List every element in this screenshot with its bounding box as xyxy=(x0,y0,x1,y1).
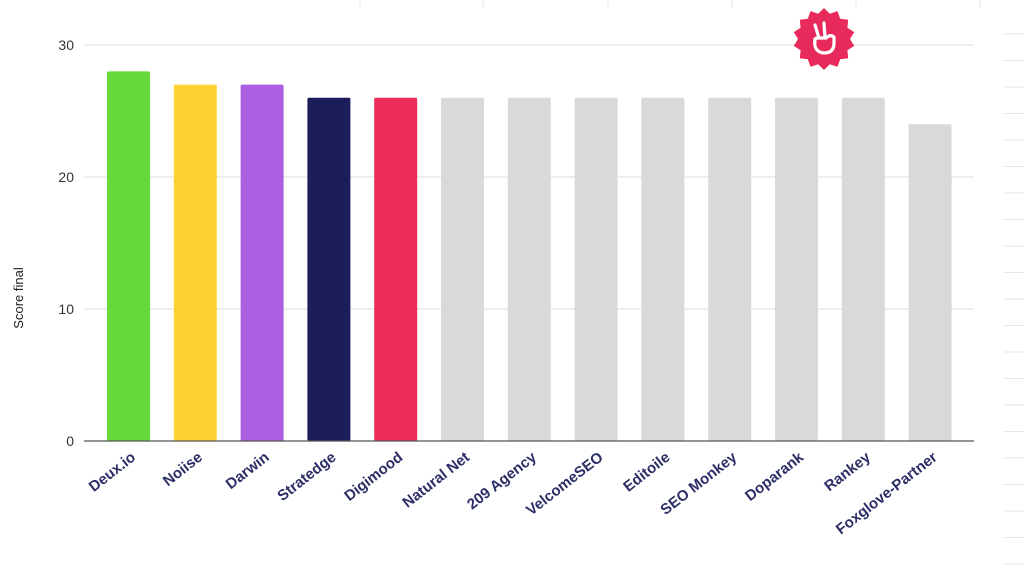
right-edge-decoration xyxy=(359,0,1024,565)
bar xyxy=(507,97,551,442)
y-axis-label: Score final xyxy=(11,267,26,329)
x-tick-label: Deux.io xyxy=(86,449,139,496)
x-tick-label: Rankey xyxy=(821,448,874,495)
bar xyxy=(374,97,418,442)
x-tick-label: Stratedge xyxy=(274,449,339,505)
bar xyxy=(173,84,217,441)
x-tick-label: Editoile xyxy=(620,449,673,496)
y-tick-label: 30 xyxy=(58,37,74,53)
y-tick-label: 0 xyxy=(66,433,74,449)
bar xyxy=(441,97,484,442)
x-tick-label: Digimood xyxy=(341,449,406,505)
bar-series xyxy=(107,71,952,442)
y-axis: 0 10 20 30 xyxy=(58,37,74,449)
bar xyxy=(574,97,618,442)
x-tick-label: Natural Net xyxy=(399,449,473,512)
peace-hand-glyph xyxy=(813,21,836,55)
bar xyxy=(775,97,818,442)
bar xyxy=(641,97,685,442)
x-tick-label: Noiise xyxy=(160,449,206,490)
y-tick-label: 10 xyxy=(58,301,74,317)
bar xyxy=(908,124,952,441)
bar xyxy=(240,84,284,441)
bar xyxy=(841,97,885,442)
y-tick-label: 20 xyxy=(58,169,74,185)
bar xyxy=(107,71,150,442)
bar xyxy=(307,97,351,442)
bar xyxy=(708,97,752,442)
peace-hand-badge-icon xyxy=(793,8,855,70)
x-tick-label: Doparank xyxy=(742,448,808,504)
x-tick-label: Darwin xyxy=(223,449,273,493)
x-axis: Deux.io Noiise Darwin Stratedge DigimoodNatu… xyxy=(84,440,974,538)
